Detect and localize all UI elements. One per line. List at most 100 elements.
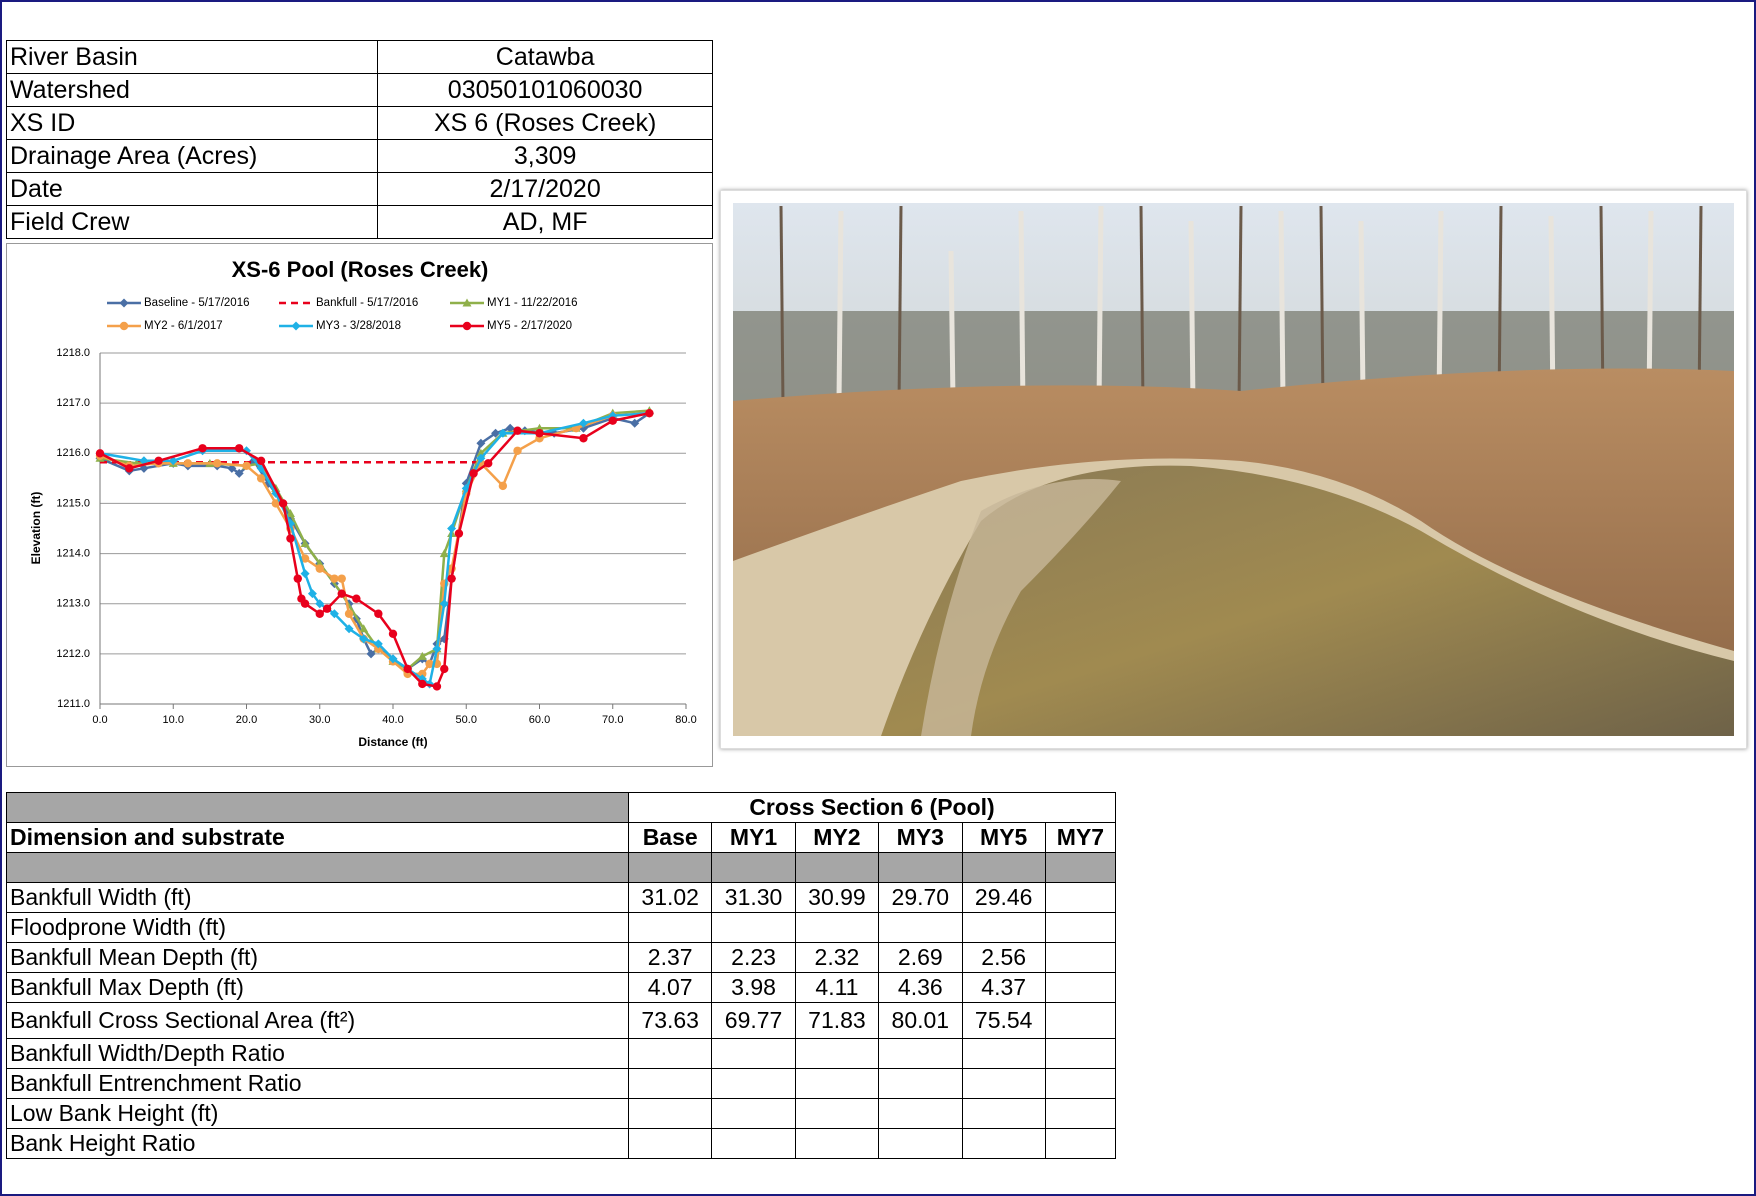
- cell: [879, 1099, 962, 1129]
- cell: [1045, 1003, 1115, 1039]
- row-label: Bankfull Max Depth (ft): [7, 973, 629, 1003]
- cell: [1045, 943, 1115, 973]
- data-row: Floodprone Width (ft): [7, 913, 1116, 943]
- data-point: [301, 569, 310, 578]
- column-header: Base: [629, 823, 712, 853]
- cell: [795, 1129, 878, 1159]
- row-label: Bank Height Ratio: [7, 1129, 629, 1159]
- data-point: [389, 630, 397, 638]
- data-point: [213, 459, 221, 467]
- legend-label: Baseline - 5/17/2016: [144, 297, 250, 309]
- data-point: [513, 427, 521, 435]
- cell: 29.70: [879, 883, 962, 913]
- data-row: Bank Height Ratio: [7, 1129, 1116, 1159]
- x-tick-label: 50.0: [456, 714, 477, 726]
- header-cell: [1045, 853, 1115, 883]
- data-point: [154, 457, 162, 465]
- x-tick-label: 60.0: [529, 714, 550, 726]
- data-row: Bankfull Width/Depth Ratio: [7, 1039, 1116, 1069]
- data-point: [352, 595, 360, 603]
- header-row: Cross Section 6 (Pool): [7, 793, 1116, 823]
- cell: [879, 1039, 962, 1069]
- info-value: 3,309: [378, 140, 713, 173]
- data-point: [96, 449, 104, 457]
- y-axis-label: Elevation (ft): [29, 492, 43, 565]
- data-point: [440, 665, 448, 673]
- row-label: Bankfull Cross Sectional Area (ft²): [7, 1003, 629, 1039]
- cell: 30.99: [795, 883, 878, 913]
- data-row: Bankfull Width (ft)31.0231.3030.9929.702…: [7, 883, 1116, 913]
- info-row: Date2/17/2020: [7, 173, 713, 206]
- info-value: XS 6 (Roses Creek): [378, 107, 713, 140]
- cell: [1045, 1039, 1115, 1069]
- legend-label: Bankfull - 5/17/2016: [316, 297, 418, 309]
- cell: [629, 1039, 712, 1069]
- series-line: [100, 413, 649, 669]
- cell: 4.11: [795, 973, 878, 1003]
- cell: [962, 1069, 1045, 1099]
- x-tick-label: 80.0: [675, 714, 696, 726]
- data-point: [433, 682, 441, 690]
- data-point: [125, 464, 133, 472]
- legend-label: MY1 - 11/22/2016: [487, 297, 578, 309]
- x-axis-label: Distance (ft): [358, 735, 427, 749]
- cell: [795, 1099, 878, 1129]
- cell: [712, 1129, 795, 1159]
- data-point: [418, 680, 426, 688]
- y-tick-label: 1213.0: [56, 598, 90, 610]
- cell: 69.77: [712, 1003, 795, 1039]
- data-point: [338, 574, 346, 582]
- y-tick-label: 1214.0: [56, 547, 90, 559]
- data-row: Bankfull Cross Sectional Area (ft²)73.63…: [7, 1003, 1116, 1039]
- cell: 31.30: [712, 883, 795, 913]
- x-tick-label: 30.0: [309, 714, 330, 726]
- cell: 2.32: [795, 943, 878, 973]
- info-row: Drainage Area (Acres)3,309: [7, 140, 713, 173]
- label-header: Dimension and substrate: [7, 823, 629, 853]
- info-label: River Basin: [7, 41, 378, 74]
- data-point: [286, 534, 294, 542]
- cell: [962, 913, 1045, 943]
- x-tick-label: 70.0: [602, 714, 623, 726]
- data-row: Bankfull Entrenchment Ratio: [7, 1069, 1116, 1099]
- column-header: MY3: [879, 823, 962, 853]
- site-info-table: River BasinCatawbaWatershed0305010106003…: [6, 40, 713, 239]
- cell: [712, 1069, 795, 1099]
- data-point: [374, 610, 382, 618]
- cell: 2.23: [712, 943, 795, 973]
- cell: [712, 913, 795, 943]
- cell: [795, 913, 878, 943]
- cell: 75.54: [962, 1003, 1045, 1039]
- header-cell: [629, 853, 712, 883]
- column-header: MY1: [712, 823, 795, 853]
- x-tick-label: 20.0: [236, 714, 257, 726]
- y-tick-label: 1216.0: [56, 447, 90, 459]
- x-tick-label: 0.0: [92, 714, 107, 726]
- cell: 3.98: [712, 973, 795, 1003]
- cell: 4.36: [879, 973, 962, 1003]
- data-point: [316, 564, 324, 572]
- header-cell: [712, 853, 795, 883]
- cell: 71.83: [795, 1003, 878, 1039]
- cell: [962, 1099, 1045, 1129]
- y-tick-label: 1215.0: [56, 497, 90, 509]
- cell: [712, 1099, 795, 1129]
- row-label: Floodprone Width (ft): [7, 913, 629, 943]
- info-label: XS ID: [7, 107, 378, 140]
- cell: [629, 1129, 712, 1159]
- data-point: [645, 409, 653, 417]
- cell: [1045, 883, 1115, 913]
- data-point: [316, 610, 324, 618]
- info-label: Watershed: [7, 74, 378, 107]
- data-row: Low Bank Height (ft): [7, 1099, 1116, 1129]
- data-point: [338, 589, 346, 597]
- cell: [795, 1069, 878, 1099]
- y-tick-label: 1218.0: [56, 347, 90, 359]
- data-point: [184, 459, 192, 467]
- cell: [879, 1129, 962, 1159]
- cell: 2.69: [879, 943, 962, 973]
- data-point: [345, 610, 353, 618]
- y-tick-label: 1212.0: [56, 648, 90, 660]
- group-header: Cross Section 6 (Pool): [629, 793, 1116, 823]
